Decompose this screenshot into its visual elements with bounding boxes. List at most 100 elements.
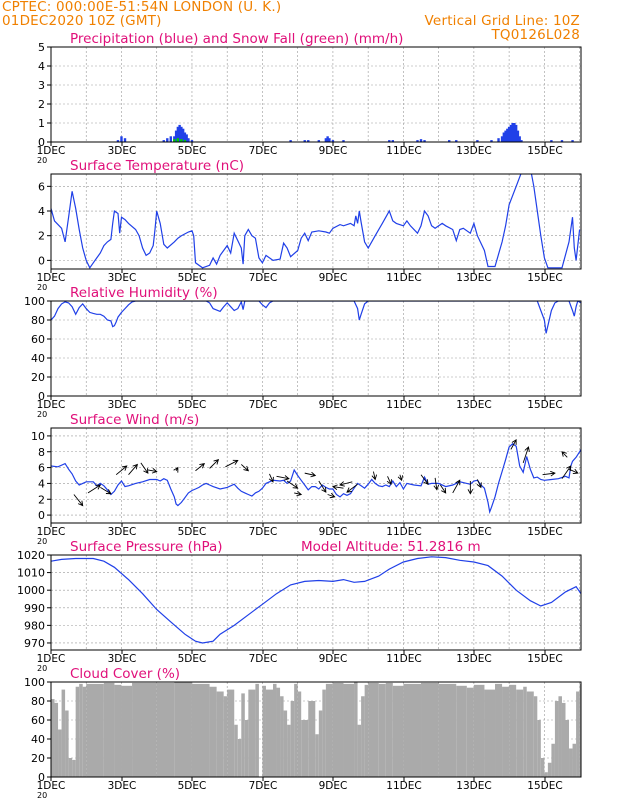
rh-xtick-label: 3DEC [108,399,137,411]
precip-bar [190,140,194,142]
temp-xtick-label: 9DEC [319,272,348,284]
temp-ytick-label: 2 [38,230,45,243]
wind-title: Surface Wind (m/s) [70,412,199,428]
cloud-bar [526,691,534,777]
precip-ytick-label: 1 [38,117,45,130]
precip-bar [324,138,328,142]
precip-bar [416,140,419,142]
cloud-bar [79,683,83,777]
pres-frame [50,554,582,651]
header-model-code: TQ0126L028 [491,27,580,43]
cloud-bar [72,759,76,777]
temp-ytick-label: 0 [38,254,45,267]
cloud-bar [540,758,545,777]
precip-bar [518,136,521,142]
wind-frame [50,427,582,524]
wind-arrow [327,492,336,499]
wind-arrow [440,484,447,494]
precip-bar [560,140,564,142]
precip-bar [331,140,335,142]
wind-arrow [268,473,274,483]
wind-arrow [294,490,303,497]
wind-xtick-label: 1DEC [37,526,66,538]
precip-bar [550,140,553,142]
cloud-xtick-label: 5DEC [178,780,207,792]
wind-arrow [209,459,220,469]
cloud-panel [47,681,582,781]
precip-ytick-label: 0 [38,136,45,149]
wind-ytick-label: 10 [31,430,45,443]
precip-xtick-label: 7DEC [249,145,278,157]
cloud-bar [403,683,422,777]
precip-bar [303,140,306,142]
cloud-bar [301,720,309,777]
wind-year-stub: 20 [37,537,47,546]
precip-bar [116,140,120,142]
temp-xtick-label: 11DEC [386,272,421,284]
precip-bar [423,140,426,142]
wind-arrow [561,451,568,458]
precip-frame [50,46,582,143]
wind-arrow [452,479,461,494]
precip-bar [317,140,321,142]
wind-ytick-label: 6 [38,462,45,475]
cloud-bar [273,683,277,777]
cloud-bar [361,696,365,777]
cloud-bar [495,683,503,777]
snow-bar [173,139,176,142]
precip-bar [391,140,395,142]
cloud-ytick-label: 60 [31,714,45,727]
precip-bar [174,130,178,142]
cloud-bar [241,693,245,777]
snow-bar [183,140,187,142]
cloud-bar [325,683,333,777]
cloud-xtick-label: 11DEC [386,780,421,792]
precip-bar [307,140,310,142]
cloud-bar [354,682,358,777]
wind-arrow [318,480,327,493]
cloud-bar [86,683,104,777]
precip-bar [513,123,516,142]
cloud-bar [315,734,319,777]
precip-title: Precipitation (blue) and Snow Fall (gree… [70,31,403,47]
precip-bar [511,123,514,142]
rh-xtick-label: 5DEC [178,399,207,411]
rh-ytick-label: 40 [31,352,45,365]
wind-arrow [433,477,440,491]
temp-xtick-label: 3DEC [108,272,137,284]
wind-xtick-label: 13DEC [456,526,491,538]
cloud-bar [368,682,379,777]
cloud-bar [509,684,517,777]
precip-bar [176,126,180,142]
cloud-year-stub: 20 [37,791,47,800]
temp-title: Surface Temperature (nC) [70,158,244,174]
rh-ytick-label: 80 [31,314,45,327]
wind-arrow [73,494,84,507]
precip-year-stub: 20 [37,156,47,165]
header-date: 01DEC2020 10Z (GMT) [2,13,162,29]
cloud-bar [554,701,559,777]
rh-title: Relative Humidity (%) [70,285,218,301]
temp-ytick-label: 6 [38,180,45,193]
temp-year-stub: 20 [37,283,47,292]
cloud-bar [262,685,266,777]
precip-bar [178,124,181,142]
cloud-bar [276,687,281,777]
precip-bar [571,140,574,142]
wind-ytick-label: 4 [38,477,45,490]
precip-bar [169,136,173,142]
wind-arrow [467,481,474,495]
cloud-bar [332,682,344,777]
cloud-title: Cloud Cover (%) [70,666,180,682]
wind-ytick-label: 0 [38,509,45,522]
wind-arrow [346,483,358,493]
precip-xtick-label: 11DEC [386,145,421,157]
cloud-bar [237,739,242,777]
header-grid-line: Vertical Grid Line: 10Z [424,13,580,29]
wind-arrow [140,462,149,474]
precip-bar [504,130,507,142]
cloud-bar [473,684,485,777]
pres-title: Surface Pressure (hPa) [70,539,223,555]
cloud-bar [265,689,274,777]
cloud-bar [174,682,192,777]
